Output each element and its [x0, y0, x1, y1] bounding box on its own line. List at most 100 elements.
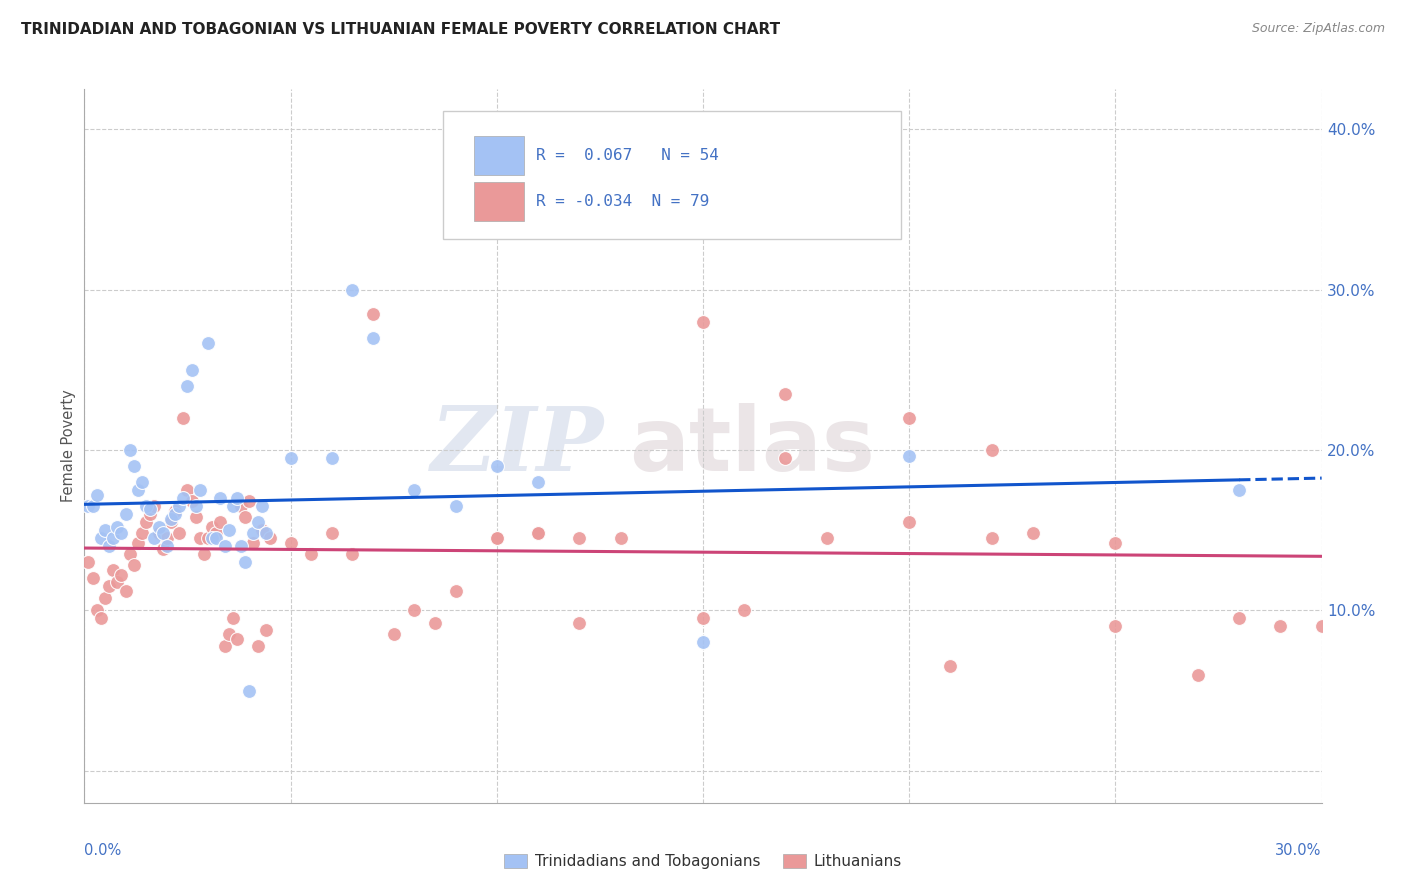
Point	[218, 523, 240, 537]
Point	[250, 499, 273, 513]
Point	[527, 526, 550, 541]
Point	[118, 547, 141, 561]
Point	[733, 603, 755, 617]
Text: R =  0.067   N = 54: R = 0.067 N = 54	[536, 148, 718, 163]
Point	[361, 331, 384, 345]
Point	[103, 563, 125, 577]
Point	[114, 584, 136, 599]
FancyBboxPatch shape	[443, 111, 901, 239]
Text: R = -0.034  N = 79: R = -0.034 N = 79	[536, 194, 709, 210]
Point	[94, 523, 117, 537]
Point	[222, 499, 245, 513]
Point	[152, 542, 174, 557]
Point	[1270, 619, 1292, 633]
Y-axis label: Female Poverty: Female Poverty	[60, 390, 76, 502]
Legend: Trinidadians and Tobagonians, Lithuanians: Trinidadians and Tobagonians, Lithuanian…	[498, 848, 908, 875]
Point	[692, 635, 714, 649]
Point	[209, 491, 232, 505]
Point	[180, 494, 202, 508]
Text: atlas: atlas	[628, 402, 875, 490]
Point	[90, 611, 112, 625]
Point	[122, 458, 145, 473]
Point	[184, 510, 207, 524]
Point	[197, 335, 219, 350]
Point	[98, 579, 121, 593]
Point	[86, 488, 108, 502]
Point	[815, 531, 838, 545]
Point	[485, 531, 508, 545]
Point	[218, 627, 240, 641]
Point	[382, 627, 405, 641]
Point	[188, 483, 211, 497]
Point	[135, 499, 157, 513]
Point	[94, 591, 117, 605]
Point	[98, 539, 121, 553]
Point	[118, 442, 141, 457]
Point	[775, 450, 797, 465]
Point	[229, 499, 252, 513]
FancyBboxPatch shape	[474, 182, 523, 221]
Point	[197, 531, 219, 545]
Point	[242, 526, 264, 541]
Point	[135, 515, 157, 529]
Text: ZIP: ZIP	[430, 403, 605, 489]
Point	[152, 526, 174, 541]
Point	[233, 555, 256, 569]
Point	[188, 531, 211, 545]
Point	[165, 507, 187, 521]
Text: TRINIDADIAN AND TOBAGONIAN VS LITHUANIAN FEMALE POVERTY CORRELATION CHART: TRINIDADIAN AND TOBAGONIAN VS LITHUANIAN…	[21, 22, 780, 37]
Point	[176, 379, 198, 393]
Point	[105, 520, 128, 534]
Point	[143, 499, 166, 513]
Point	[167, 499, 190, 513]
Point	[404, 483, 426, 497]
Point	[209, 515, 232, 529]
Text: 30.0%: 30.0%	[1275, 843, 1322, 858]
Point	[1227, 611, 1250, 625]
Point	[1104, 619, 1126, 633]
Point	[143, 531, 166, 545]
Point	[172, 491, 194, 505]
Point	[321, 526, 343, 541]
Point	[139, 502, 162, 516]
Point	[1227, 483, 1250, 497]
Point	[444, 584, 467, 599]
Point	[259, 531, 281, 545]
Point	[1187, 667, 1209, 681]
Point	[692, 315, 714, 329]
Point	[105, 574, 128, 589]
Point	[238, 494, 260, 508]
Point	[214, 539, 236, 553]
Point	[122, 558, 145, 573]
Point	[205, 531, 228, 545]
Point	[90, 531, 112, 545]
Point	[342, 547, 364, 561]
Point	[180, 363, 202, 377]
Point	[86, 603, 108, 617]
Point	[898, 515, 921, 529]
Text: 0.0%: 0.0%	[84, 843, 121, 858]
Point	[127, 483, 149, 497]
Point	[160, 512, 183, 526]
Point	[527, 475, 550, 489]
Point	[222, 611, 245, 625]
Point	[485, 531, 508, 545]
Point	[1310, 619, 1333, 633]
Point	[201, 531, 224, 545]
Point	[939, 659, 962, 673]
Point	[1022, 526, 1045, 541]
Point	[692, 611, 714, 625]
Point	[254, 526, 277, 541]
Point	[527, 526, 550, 541]
Point	[568, 616, 591, 631]
Point	[127, 536, 149, 550]
Point	[568, 531, 591, 545]
Point	[229, 539, 252, 553]
Point	[201, 520, 224, 534]
Point	[1104, 536, 1126, 550]
Point	[156, 539, 179, 553]
Point	[361, 307, 384, 321]
Point	[193, 547, 215, 561]
Point	[139, 507, 162, 521]
Point	[898, 450, 921, 464]
